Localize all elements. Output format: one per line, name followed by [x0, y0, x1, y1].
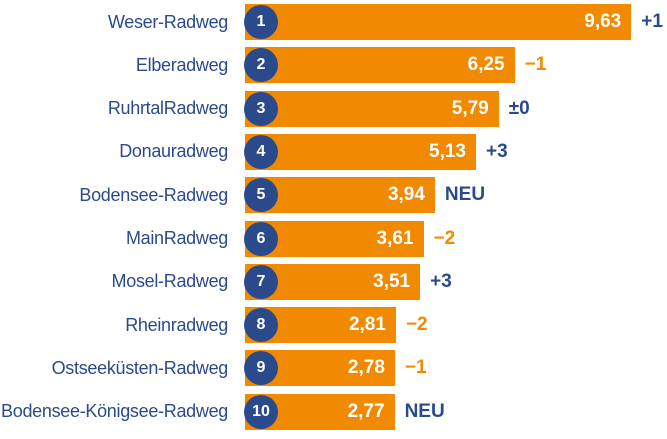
rank-badge: 3	[244, 91, 278, 126]
category-label: Ostseeküsten-Radweg	[51, 357, 229, 378]
bar	[245, 90, 499, 127]
category-label: Bodensee-Radweg	[79, 184, 228, 205]
category-label: Elberadweg	[135, 54, 228, 75]
change-label: NEU	[404, 400, 445, 422]
bar	[245, 133, 476, 170]
category-label: Mosel-Radweg	[111, 271, 229, 292]
change-label: −2	[433, 227, 456, 249]
value-label: 5,13	[429, 140, 466, 162]
value-label: 3,51	[373, 270, 411, 292]
change-label: −2	[405, 314, 428, 336]
value-label: 9,63	[584, 11, 622, 32]
change-label: +3	[430, 270, 452, 292]
value-label: 2,81	[348, 314, 386, 336]
category-label: Bodensee-Königsee-Radweg	[1, 401, 228, 422]
rank-badge: 8	[244, 308, 278, 343]
category-label: Donauradweg	[119, 141, 228, 162]
value-label: 5,79	[451, 97, 489, 119]
value-label: 6,25	[467, 54, 505, 76]
change-label: −1	[404, 357, 427, 379]
change-label: −1	[524, 54, 547, 76]
category-label: RuhrtalRadweg	[107, 98, 228, 119]
category-label: MainRadweg	[125, 228, 228, 248]
value-label: 2,78	[347, 357, 385, 379]
bar	[245, 47, 515, 84]
change-label: ±0	[508, 97, 530, 119]
rank-badge: 9	[244, 351, 278, 386]
rank-badge: 4	[244, 134, 278, 169]
change-label: NEU	[444, 184, 486, 206]
bar	[245, 4, 632, 40]
category-label: Weser-Radweg	[107, 11, 228, 32]
rank-badge: 2	[244, 48, 278, 83]
rank-badge: 5	[244, 178, 278, 213]
rank-badge: 1	[244, 5, 278, 39]
value-label: 3,61	[376, 227, 414, 249]
rank-badge: 10	[244, 394, 278, 429]
change-label: +1	[641, 11, 663, 32]
value-label: 2,77	[347, 400, 385, 422]
value-label: 3,94	[387, 184, 425, 206]
category-label: Rheinradweg	[125, 314, 228, 335]
change-label: +3	[485, 140, 508, 162]
rank-badge: 6	[244, 221, 278, 256]
rank-badge: 7	[244, 264, 278, 299]
